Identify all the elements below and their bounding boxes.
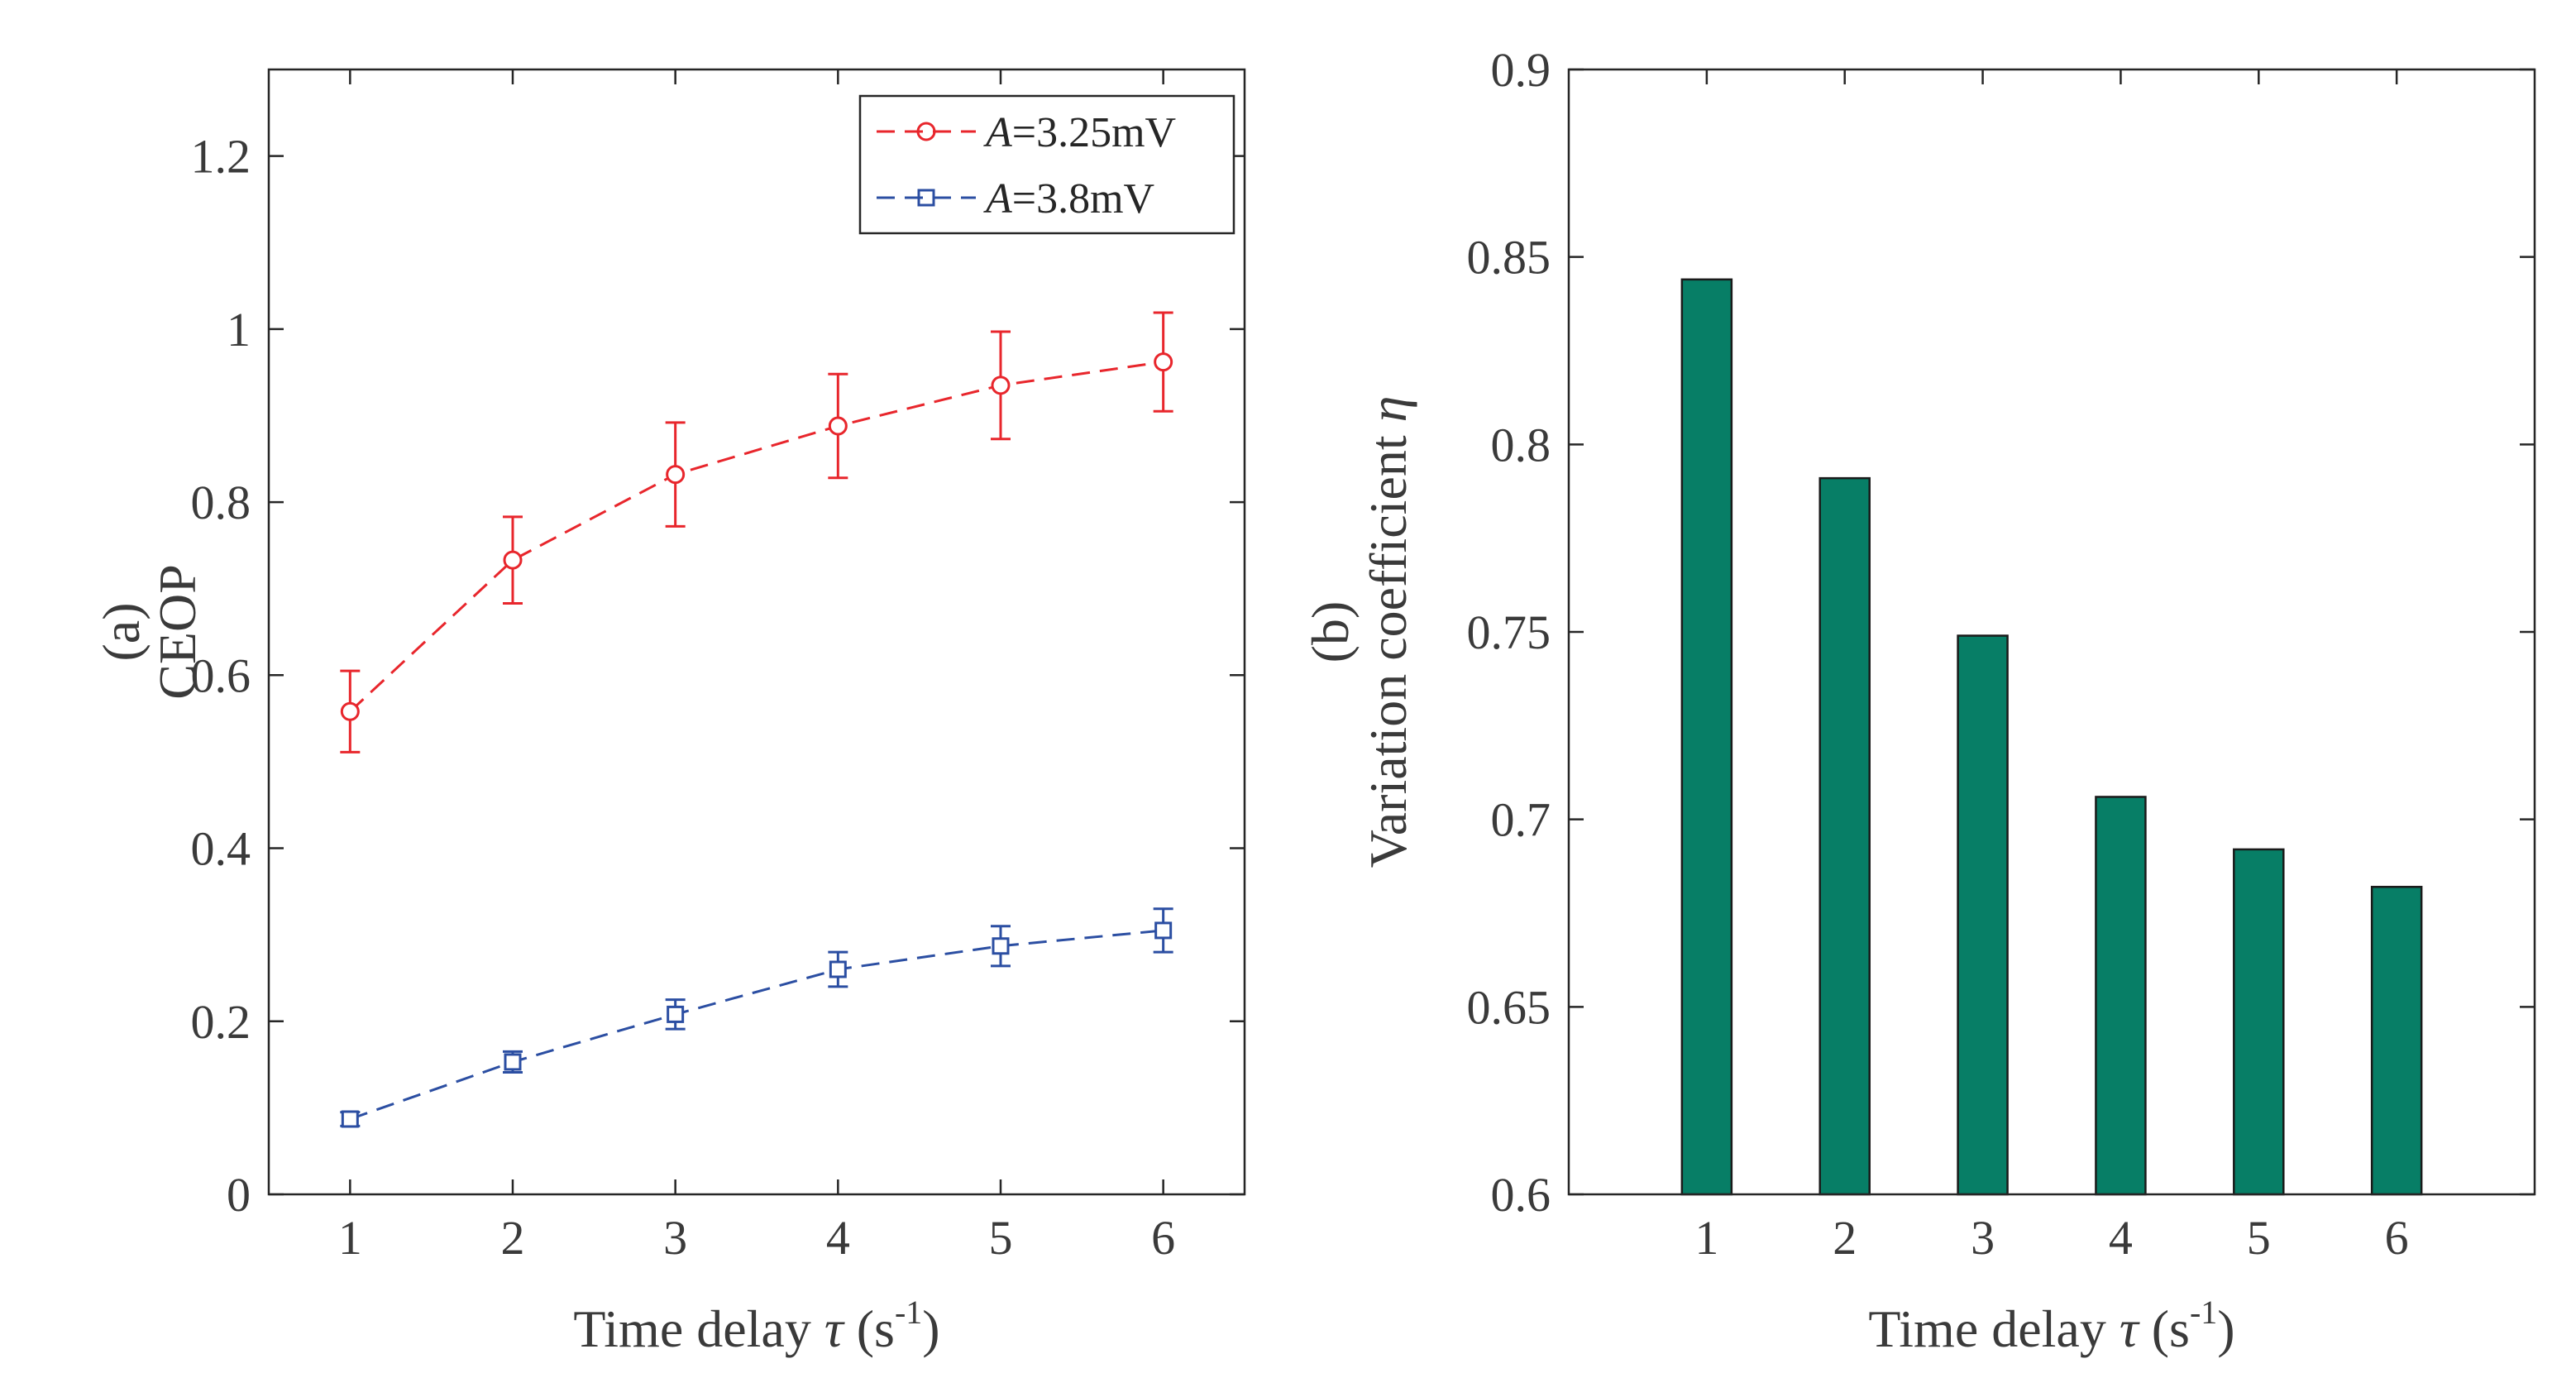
- data-point: [828, 416, 848, 436]
- legend: A=3.25mV A=3.8mV: [858, 94, 1235, 235]
- data-point: [991, 376, 1011, 395]
- data-point: [992, 937, 1010, 955]
- panel-a-tick-labels: 1 2 3 4 5 6 0 0.2 0.4 0.6 0.8 1 1.2: [191, 130, 1176, 1265]
- panel-b-ytick-label: 0.85: [1467, 231, 1551, 285]
- panel-a-ticks: [269, 69, 1245, 1196]
- panel-a-ytick-label: 0.6: [191, 648, 251, 702]
- panel-b-ytick-label: 0.9: [1491, 43, 1551, 97]
- panel-b-ytick-label: 0.8: [1491, 418, 1551, 471]
- panel-b-ytick-label: 0.75: [1467, 605, 1551, 659]
- legend-marker-square: [917, 189, 935, 207]
- panel-a-xtick-label: 3: [663, 1211, 687, 1265]
- panel-a-axes-box: [267, 68, 1246, 1196]
- panel-a-xtick-label: 1: [338, 1211, 362, 1265]
- series-2: [340, 907, 1173, 1128]
- bar-6: [2370, 886, 2423, 1196]
- data-point: [667, 1005, 685, 1023]
- bar-2: [1818, 476, 1871, 1196]
- panel-b-bars: [1680, 278, 2423, 1196]
- panel-a-series: [340, 311, 1173, 1128]
- panel-b-xtick-label: 4: [2109, 1211, 2133, 1265]
- legend-entry-1: A=3.25mV: [877, 109, 1176, 156]
- legend-label-1: A=3.25mV: [983, 109, 1176, 156]
- data-point: [829, 960, 847, 978]
- panel-a-xtick-label: 6: [1151, 1211, 1175, 1265]
- panel-b-xtick-label: 1: [1694, 1211, 1718, 1265]
- panel-b-ytick-label: 0.7: [1491, 793, 1551, 847]
- panel-b-ytick-label: 0.6: [1491, 1168, 1551, 1222]
- panel-a-ytick-label: 0.8: [191, 476, 251, 529]
- series-line-2: [349, 929, 1164, 1121]
- panel-b-xlabel: Time delay τ (s-1): [1868, 1294, 2234, 1358]
- data-point: [504, 1053, 522, 1071]
- data-point: [340, 701, 360, 721]
- panel-a-ytick-label: 1.2: [191, 130, 251, 184]
- data-point: [341, 1110, 359, 1128]
- data-point: [1154, 921, 1173, 940]
- panel-b-xtick-label: 3: [1971, 1211, 1995, 1265]
- panel-b-label: (b): [1301, 601, 1360, 663]
- data-point: [666, 465, 686, 485]
- series-1: [340, 311, 1173, 753]
- panel-b-axes-box: [1567, 68, 2536, 1196]
- data-point: [503, 550, 523, 570]
- series-line-1: [349, 361, 1164, 713]
- panel-b: 1 2 3 4 5 6 0.6 0.65 0.7 0.75 0.8 0.85 0.9 (b) Varia…: [1301, 43, 2536, 1358]
- panel-a-xtick-label: 4: [826, 1211, 850, 1265]
- legend-label-2: A=3.8mV: [983, 175, 1154, 222]
- panel-a-ytick-label: 0: [227, 1168, 251, 1222]
- panel-b-xtick-label: 2: [1833, 1211, 1857, 1265]
- panel-a-ytick-label: 0.4: [191, 822, 251, 876]
- bar-4: [2095, 796, 2147, 1196]
- panel-a-xtick-label: 2: [501, 1211, 525, 1265]
- legend-box: [858, 94, 1235, 235]
- panel-a-xtick-label: 5: [989, 1211, 1013, 1265]
- legend-marker-circle: [916, 122, 936, 141]
- bar-5: [2233, 848, 2285, 1196]
- panel-a-label: (a): [92, 602, 151, 661]
- panel-b-xtick-label: 6: [2385, 1211, 2409, 1265]
- panel-a-ytick-label: 0.2: [191, 995, 251, 1049]
- panel-a-ylabel: CEOP: [148, 564, 207, 700]
- data-point: [1154, 352, 1173, 372]
- panel-a: 1 2 3 4 5 6 0 0.2 0.4 0.6 0.8 1 1.2 (a) CEOP Time de…: [92, 68, 1246, 1358]
- bar-1: [1680, 278, 1733, 1196]
- panel-a-ytick-label: 1: [227, 303, 251, 356]
- bar-3: [1957, 634, 2009, 1196]
- panel-b-ytick-label: 0.65: [1467, 980, 1551, 1034]
- panel-b-tick-labels: 1 2 3 4 5 6 0.6 0.65 0.7 0.75 0.8 0.85 0.9: [1467, 43, 2409, 1265]
- panel-b-ylabel: Variation coefficient η: [1359, 396, 1417, 868]
- panel-b-xtick-label: 5: [2247, 1211, 2271, 1265]
- panel-a-xlabel: Time delay τ (s-1): [573, 1294, 939, 1358]
- legend-entry-2: A=3.8mV: [877, 175, 1154, 222]
